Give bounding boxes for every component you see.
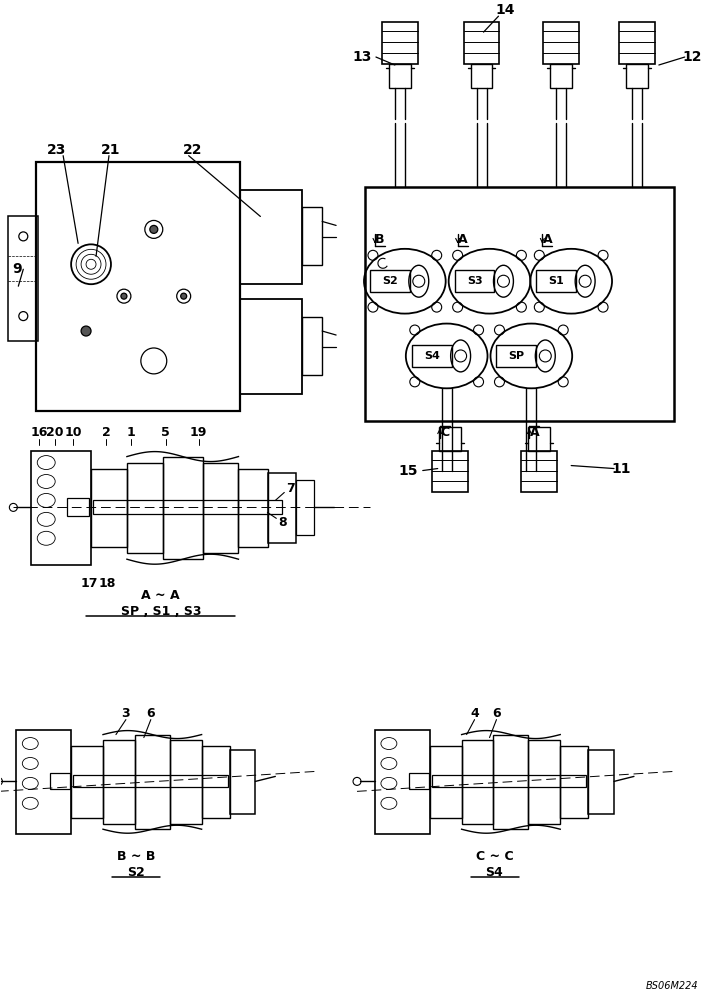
Text: 15: 15	[398, 464, 418, 478]
Bar	[382, 22, 418, 64]
Bar	[238, 469, 269, 547]
Bar	[71, 746, 103, 818]
Bar	[494, 735, 529, 829]
Bar	[135, 735, 169, 829]
Text: 2: 2	[101, 426, 110, 439]
Text: S1: S1	[548, 276, 564, 286]
Text: 22: 22	[183, 143, 203, 157]
Bar	[302, 207, 322, 265]
Bar	[626, 64, 648, 88]
Text: S2: S2	[127, 866, 145, 879]
Text: BS06M224: BS06M224	[646, 981, 699, 991]
Text: C: C	[440, 426, 450, 439]
Bar	[430, 746, 462, 818]
Bar	[36, 162, 240, 411]
Text: 20: 20	[46, 426, 64, 439]
Text: S4: S4	[486, 866, 503, 879]
Bar	[67, 498, 89, 516]
Bar	[409, 773, 429, 789]
Text: A ~ A: A ~ A	[141, 589, 180, 602]
Text: 11: 11	[611, 462, 631, 476]
Bar	[560, 746, 588, 818]
Bar	[93, 500, 282, 514]
Bar	[463, 22, 500, 64]
Bar	[529, 740, 560, 824]
Text: 23: 23	[46, 143, 66, 157]
Text: A: A	[458, 233, 468, 246]
Bar	[365, 187, 674, 421]
Circle shape	[181, 293, 187, 299]
Text: 12: 12	[682, 50, 702, 64]
Text: 8: 8	[278, 516, 287, 529]
Circle shape	[150, 225, 158, 233]
Bar	[471, 64, 492, 88]
Bar	[17, 730, 71, 834]
Text: 3: 3	[122, 707, 130, 720]
Bar	[73, 775, 227, 787]
Bar	[543, 22, 579, 64]
Bar	[521, 451, 557, 492]
Text: 4: 4	[470, 707, 479, 720]
Text: B ~ B: B ~ B	[117, 850, 155, 863]
Bar	[455, 270, 494, 292]
Bar	[550, 64, 572, 88]
Text: S3: S3	[467, 276, 482, 286]
Text: 9: 9	[12, 262, 22, 276]
Bar	[497, 345, 536, 367]
Text: 21: 21	[101, 143, 121, 157]
Bar	[169, 740, 201, 824]
Text: 19: 19	[190, 426, 207, 439]
Text: B: B	[375, 233, 384, 246]
Text: 16: 16	[30, 426, 48, 439]
Text: 17: 17	[80, 577, 98, 590]
Bar	[588, 750, 614, 814]
Bar	[203, 463, 238, 553]
Bar	[296, 480, 314, 535]
Bar	[31, 451, 91, 565]
Bar	[432, 451, 468, 492]
Bar	[389, 64, 411, 88]
Text: S4: S4	[424, 351, 439, 361]
Text: 18: 18	[98, 577, 116, 590]
Text: 5: 5	[161, 426, 170, 439]
Bar	[412, 345, 452, 367]
Text: S2: S2	[382, 276, 397, 286]
Text: 1: 1	[127, 426, 135, 439]
Bar	[240, 299, 302, 394]
Bar	[619, 22, 655, 64]
Circle shape	[121, 293, 127, 299]
Text: A: A	[529, 426, 539, 439]
Bar	[103, 740, 135, 824]
Bar	[439, 427, 460, 451]
Text: 7: 7	[286, 482, 295, 495]
Text: SP: SP	[508, 351, 524, 361]
Bar	[269, 473, 296, 543]
Text: 13: 13	[353, 50, 371, 64]
Bar	[529, 427, 550, 451]
Bar	[91, 469, 127, 547]
Bar	[201, 746, 230, 818]
Bar	[462, 740, 494, 824]
Text: A: A	[542, 233, 552, 246]
Text: C ~ C: C ~ C	[476, 850, 513, 863]
Text: 14: 14	[496, 3, 515, 17]
Bar	[536, 270, 576, 292]
Bar	[370, 270, 410, 292]
Text: SP , S1 , S3: SP , S1 , S3	[120, 605, 201, 618]
Bar	[302, 317, 322, 375]
Bar	[240, 190, 302, 284]
Bar	[127, 463, 163, 553]
Text: 6: 6	[146, 707, 155, 720]
Bar	[230, 750, 256, 814]
Bar	[50, 773, 70, 789]
Bar	[432, 775, 586, 787]
Text: 10: 10	[64, 426, 82, 439]
Circle shape	[81, 326, 91, 336]
Bar	[375, 730, 430, 834]
Bar	[163, 457, 203, 559]
Text: 6: 6	[492, 707, 501, 720]
Bar	[9, 216, 38, 341]
